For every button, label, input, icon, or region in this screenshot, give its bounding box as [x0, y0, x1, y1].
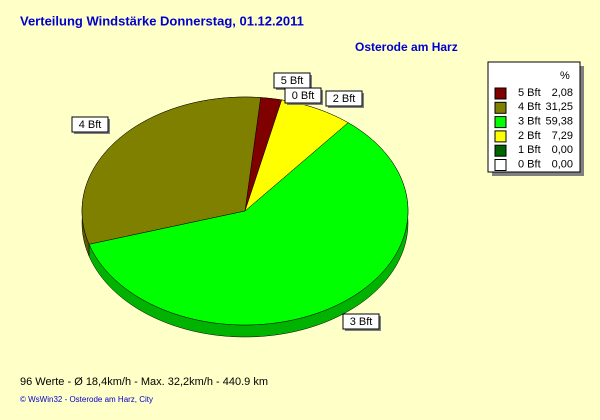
label-box	[71, 116, 109, 133]
chart-title: Verteilung Windstärke Donnerstag, 01.12.…	[20, 13, 304, 28]
legend-title: %	[560, 70, 570, 82]
legend-swatch	[494, 101, 507, 114]
slice-label: 3 Bft	[350, 316, 373, 328]
label-box	[284, 87, 322, 104]
footer: 96 Werte - Ø 18,4km/h - Max. 32,2km/h - …	[20, 376, 268, 388]
slice	[88, 122, 409, 326]
legend-label: 5 Bft	[518, 87, 541, 99]
legend-label: 3 Bft	[518, 116, 541, 128]
legend-value: 0,00	[552, 144, 573, 156]
label-box	[325, 90, 363, 107]
legend-value: 7,29	[552, 130, 573, 142]
legend-swatch	[494, 116, 507, 129]
chart-subtitle: Osterode am Harz	[355, 40, 458, 54]
legend-label: 4 Bft	[518, 101, 541, 113]
pie: 5 Bft 4 Bft 3 Bft 2 Bft 0 Bft	[71, 72, 409, 338]
slice-label: 2 Bft	[333, 93, 356, 105]
slice-label: 4 Bft	[79, 119, 102, 131]
legend-value: 59,38	[545, 116, 573, 128]
slice-label: 5 Bft	[281, 75, 304, 87]
legend-value: 31,25	[545, 101, 573, 113]
legend-label: 2 Bft	[518, 130, 541, 142]
legend-label: 0 Bft	[518, 158, 541, 170]
legend-label: 1 Bft	[518, 144, 541, 156]
slice	[81, 96, 261, 245]
legend-swatch	[494, 159, 507, 171]
legend-value: 2,08	[552, 87, 573, 99]
legend-swatch	[494, 144, 507, 157]
label-box	[342, 313, 380, 330]
legend-value: 0,00	[552, 158, 573, 170]
slice-label: 0 Bft	[292, 90, 315, 102]
copyright: © WsWin32 - Osterode am Harz, City	[20, 395, 153, 404]
legend-swatch	[494, 130, 507, 143]
legend-swatch	[494, 87, 507, 100]
